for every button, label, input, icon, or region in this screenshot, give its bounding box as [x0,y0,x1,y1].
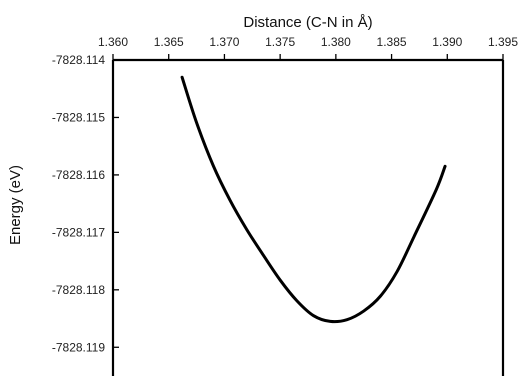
x-tick-label: 1.375 [265,35,295,49]
x-tick-label: 1.360 [98,35,128,49]
x-tick-labels: 1.360 1.365 1.370 1.375 1.380 1.385 1.390 1.395 [98,35,518,49]
x-tick-label: 1.385 [377,35,407,49]
x-axis-title: Distance (C-N in Å) [243,14,372,31]
y-tick-label: -7828.116 [52,168,105,182]
y-tick-label: -7828.119 [52,340,105,354]
y-tick-labels: -7828.114 -7828.115 -7828.116 -7828.117 -782… [52,53,105,354]
x-tick-label: 1.370 [209,35,239,49]
axes [111,58,505,376]
x-tick-label: 1.395 [488,35,518,49]
y-axis-title: Energy (eV) [7,165,24,245]
x-tick-label: 1.390 [432,35,462,49]
x-tick-label: 1.365 [154,35,184,49]
y-tick-label: -7828.114 [52,53,105,67]
x-tick-label: 1.380 [321,35,351,49]
y-tick-label: -7828.115 [52,110,105,124]
y-tick-label: -7828.118 [52,283,105,297]
y-tick-label: -7828.117 [52,225,105,239]
series-layer [180,75,447,324]
energy-curve-line [180,75,447,324]
